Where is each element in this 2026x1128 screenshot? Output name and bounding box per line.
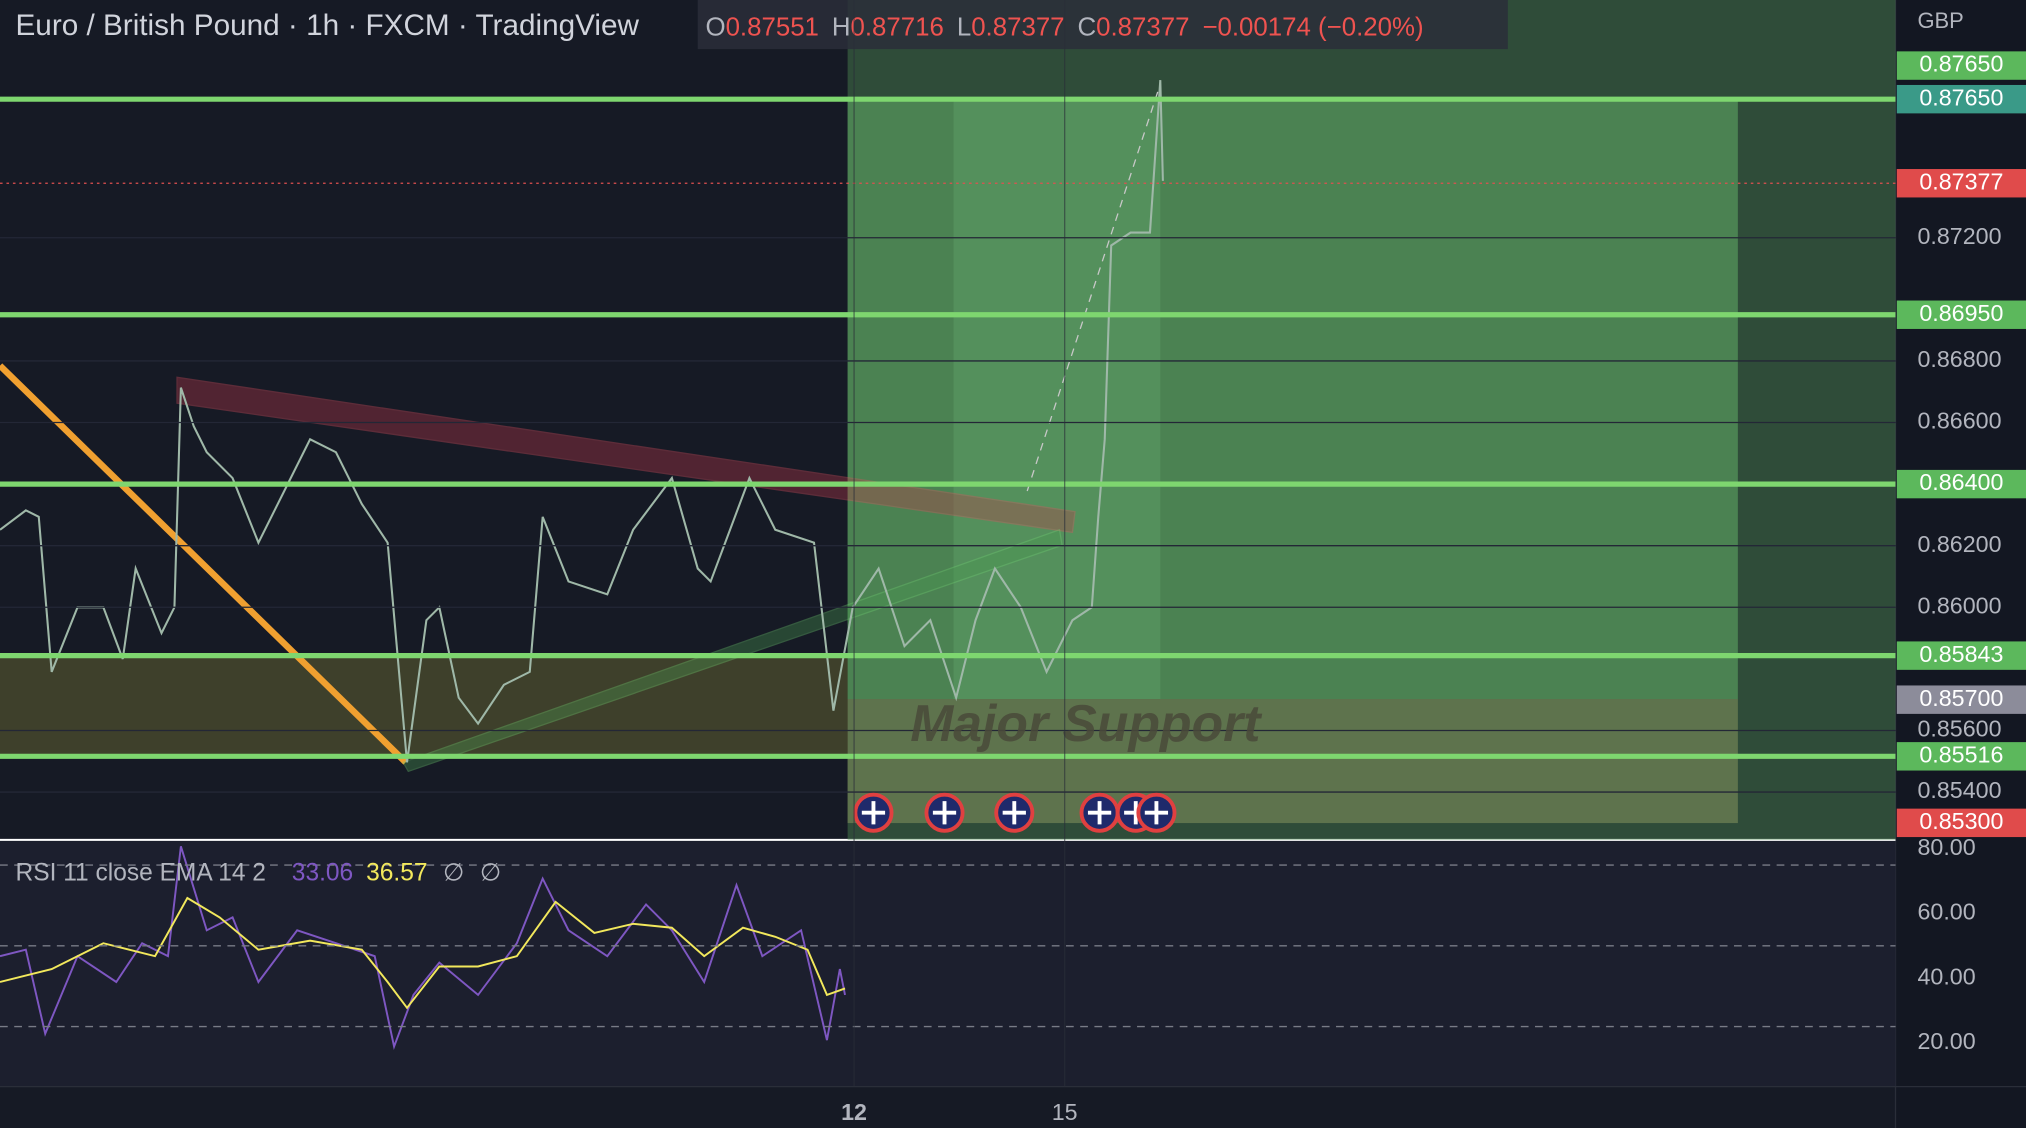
price-badge: [1896, 641, 2026, 670]
ohlc-key: H: [832, 13, 851, 41]
event-flag-cross: [861, 801, 886, 825]
currency-label: GBP: [1917, 8, 1963, 33]
rsi-value: 33.06: [292, 860, 353, 887]
time-tick-label: 12: [841, 1099, 867, 1125]
price-badge: [1896, 84, 2026, 114]
range-shade: [847, 0, 1896, 840]
trend-line: [0, 363, 408, 765]
price-tick-label: 0.85600: [1917, 716, 2001, 742]
symbol-title: Euro / British Pound · 1h · FXCM · Tradi…: [16, 9, 640, 42]
rsi-title: RSI 11 close EMA 14 2: [16, 860, 266, 887]
event-flag-cross: [1144, 801, 1169, 825]
price-badge: [1896, 469, 2026, 499]
profit-zone: [847, 98, 1738, 700]
time-tick-label: 15: [1052, 1099, 1078, 1125]
rsi-tick-label: 40.00: [1917, 963, 1975, 989]
price-tick-label: 0.86600: [1917, 408, 2001, 434]
rsi-legend: RSI 11 close EMA 14 2 33.06 36.57 ∅ ∅: [16, 860, 502, 887]
price-badge: [1896, 808, 2026, 838]
price-tick-label: 0.87200: [1917, 223, 2001, 249]
price-badge-label: 0.85700: [1919, 685, 2003, 711]
price-badge: [1896, 685, 2026, 714]
price-tick-label: 0.86000: [1917, 592, 2001, 618]
support-annotation: Major Support: [910, 694, 1262, 752]
price-badge: [1896, 169, 2026, 198]
rsi-ema: 36.57: [366, 860, 427, 887]
rsi-tick-label: 80.00: [1917, 834, 1975, 860]
ohlc-value: 0.87377: [1096, 13, 1189, 41]
support-band: [0, 655, 848, 756]
price-badge: [1896, 51, 2026, 80]
rsi-flag: ∅: [480, 860, 501, 887]
ohlc-key: L: [957, 13, 971, 41]
rsi-flag: ∅: [443, 860, 464, 887]
event-flag-cross: [932, 801, 957, 825]
price-badge-label: 0.87650: [1919, 84, 2003, 110]
rsi-ema-line: [0, 896, 846, 1010]
price-tick-label: 0.86200: [1917, 531, 2001, 557]
rsi-line: [0, 846, 846, 1051]
price-badge-label: 0.86400: [1919, 469, 2003, 495]
price-badge-label: 0.87650: [1919, 51, 2003, 77]
resistance-channel: [176, 376, 1076, 534]
rsi-tick-label: 60.00: [1917, 899, 1975, 925]
rsi-pane: [0, 841, 1896, 1087]
ohlc-value: 0.87716: [851, 13, 944, 41]
profit-zone-highlight: [953, 98, 1161, 700]
ohlc-key: C: [1077, 13, 1096, 41]
event-flag-cross: [1002, 801, 1026, 825]
ohlc-panel: [697, 0, 1508, 50]
price-badge: [1896, 742, 2026, 771]
ohlc-key: O: [705, 13, 725, 41]
event-flag-cross: [1087, 801, 1112, 825]
price-badge-label: 0.87377: [1919, 168, 2003, 194]
price-badge-label: 0.86950: [1919, 300, 2003, 326]
price-change: −0.00174 (−0.20%): [1202, 13, 1423, 41]
loss-zone: [847, 699, 1738, 824]
price-badge-label: 0.85300: [1919, 808, 2003, 834]
price-path: [0, 80, 1164, 763]
price-badge-label: 0.85843: [1919, 641, 2003, 667]
rsi-tick-label: 20.00: [1917, 1028, 1975, 1054]
ohlc-value: 0.87551: [726, 13, 819, 41]
price-tick-label: 0.85400: [1917, 777, 2001, 803]
ohlc-value: 0.87377: [971, 13, 1064, 41]
price-tick-label: 0.86800: [1917, 346, 2001, 372]
price-badge-label: 0.85516: [1919, 741, 2003, 767]
price-badge: [1896, 300, 2026, 329]
ohlc-values: O0.87551 H0.87716 L0.87377 C0.87377 −0.00174…: [705, 13, 1423, 41]
